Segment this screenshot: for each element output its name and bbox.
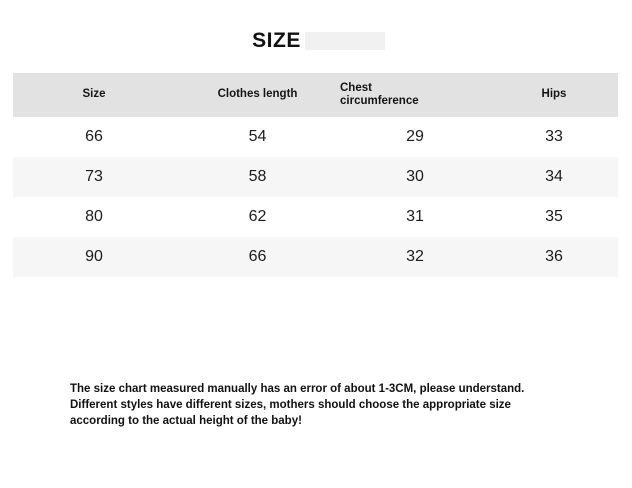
cell-hips: 34 bbox=[545, 168, 563, 185]
column-header-chest-circumference: Chest circumference bbox=[340, 73, 490, 117]
cell-size: 80 bbox=[85, 208, 103, 225]
cell-size: 73 bbox=[85, 168, 103, 185]
page-title-block: SIZE bbox=[0, 28, 632, 58]
cell-clothes-length: 66 bbox=[248, 248, 267, 265]
cell-size: 66 bbox=[85, 128, 103, 145]
cell-size: 90 bbox=[85, 248, 103, 265]
table-header-row: Size Clothes length Chest circumference … bbox=[13, 73, 618, 117]
page-title: SIZE bbox=[252, 29, 301, 52]
table-body: 66 54 29 33 73 58 30 34 80 62 31 35 90 6… bbox=[13, 117, 618, 277]
title-ghost-band bbox=[305, 32, 385, 50]
column-header-chest-line2: circumference bbox=[340, 95, 419, 107]
column-header-size: Size bbox=[82, 88, 106, 101]
cell-hips: 36 bbox=[545, 248, 563, 265]
disclaimer-line-1: The size chart measured manually has an … bbox=[70, 383, 525, 395]
size-chart-table: Size Clothes length Chest circumference … bbox=[13, 73, 618, 277]
table-row: 90 66 32 36 bbox=[13, 237, 618, 277]
cell-clothes-length: 62 bbox=[248, 208, 267, 225]
column-header-clothes-length: Clothes length bbox=[217, 88, 298, 101]
table-row: 80 62 31 35 bbox=[13, 197, 618, 237]
table-row: 73 58 30 34 bbox=[13, 157, 618, 197]
disclaimer-line-3: according to the actual height of the ba… bbox=[70, 415, 302, 427]
disclaimer-line-2: Different styles have different sizes, m… bbox=[70, 399, 511, 411]
table-header: Size Clothes length Chest circumference … bbox=[13, 73, 618, 117]
column-header-chest-line1: Chest bbox=[340, 81, 372, 94]
cell-chest-circumference: 31 bbox=[406, 208, 424, 225]
table-row: 66 54 29 33 bbox=[13, 117, 618, 157]
cell-clothes-length: 54 bbox=[248, 128, 267, 145]
cell-chest-circumference: 30 bbox=[406, 168, 424, 185]
cell-clothes-length: 58 bbox=[248, 168, 267, 185]
cell-hips: 33 bbox=[545, 128, 563, 145]
cell-chest-circumference: 29 bbox=[406, 128, 424, 145]
cell-chest-circumference: 32 bbox=[406, 248, 424, 265]
measurement-disclaimer: The size chart measured manually has an … bbox=[70, 381, 570, 429]
column-header-hips: Hips bbox=[541, 88, 567, 101]
cell-hips: 35 bbox=[545, 208, 563, 225]
